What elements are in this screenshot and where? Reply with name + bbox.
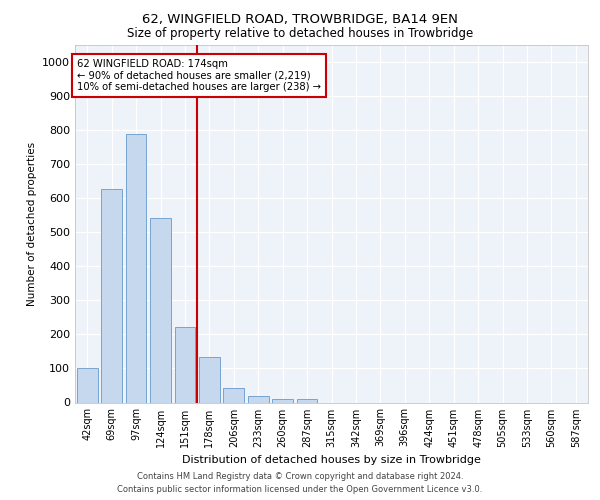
Bar [125,134,146,402]
Text: 62, WINGFIELD ROAD, TROWBRIDGE, BA14 9EN: 62, WINGFIELD ROAD, TROWBRIDGE, BA14 9EN [142,12,458,26]
Bar [296,400,317,402]
Bar [175,327,196,402]
Text: Contains HM Land Registry data © Crown copyright and database right 2024.
Contai: Contains HM Land Registry data © Crown c… [118,472,482,494]
Bar [248,396,269,402]
X-axis label: Distribution of detached houses by size in Trowbridge: Distribution of detached houses by size … [182,455,481,465]
Bar [77,368,98,402]
Bar [150,218,171,402]
Bar [101,188,122,402]
Text: Size of property relative to detached houses in Trowbridge: Size of property relative to detached ho… [127,28,473,40]
Y-axis label: Number of detached properties: Number of detached properties [26,142,37,306]
Bar [223,388,244,402]
Bar [199,356,220,403]
Bar [272,399,293,402]
Text: 62 WINGFIELD ROAD: 174sqm
← 90% of detached houses are smaller (2,219)
10% of se: 62 WINGFIELD ROAD: 174sqm ← 90% of detac… [77,58,322,92]
